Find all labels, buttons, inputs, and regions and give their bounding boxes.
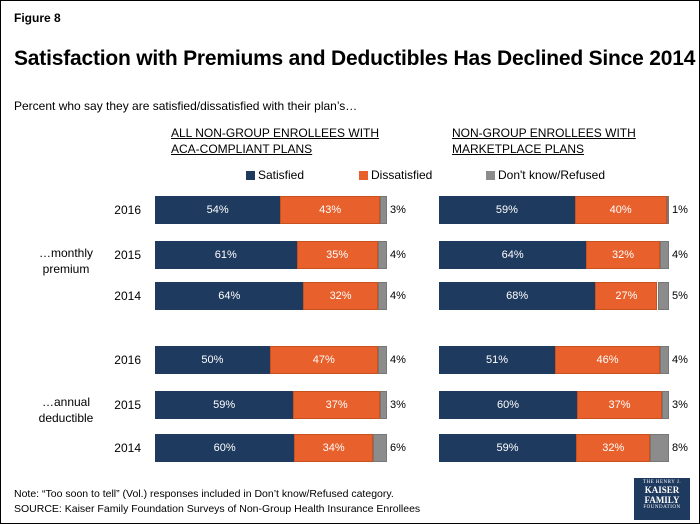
legend-swatch-dissatisfied [359,170,368,180]
label-dontknow-1-1-2016: 4% [672,354,688,366]
label-dontknow-1-0-2015: 4% [672,249,688,261]
year-label-0-2015: 2015 [114,248,141,262]
bar-dissatisfied-1-1-2014: 32% [576,434,651,462]
bar-dontknow-0-0-2014 [377,282,387,310]
kff-logo: THE HENRY J. KAISER FAMILY FOUNDATION [634,478,690,520]
bar-satisfied-1-1-2015: 60% [439,391,577,419]
bar-dontknow-0-1-2016 [377,346,387,374]
bar-satisfied-1-0-2016: 59% [439,196,575,224]
bar-dontknow-1-1-2014 [650,434,669,462]
legend-label-dontknow: Don't know/Refused [498,168,606,182]
bar-satisfied-0-0-2016: 54% [155,196,281,224]
bar-dissatisfied-0-0-2016: 43% [280,196,381,224]
row-label-premium: …monthly premium [38,246,94,276]
label-dontknow-0-0-2014: 4% [390,290,406,302]
bar-dissatisfied-1-1-2016: 46% [555,346,660,374]
bar-dontknow-0-0-2015 [377,241,387,269]
legend-swatch-dontknow [486,170,495,180]
bar-dissatisfied-1-0-2014: 27% [595,282,658,310]
bar-dontknow-0-0-2016 [380,196,387,224]
year-label-1-2015: 2015 [114,398,141,412]
bar-dontknow-0-1-2014 [373,434,387,462]
bar-dissatisfied-1-1-2015: 37% [577,391,663,419]
bar-satisfied-1-1-2014: 59% [439,434,577,462]
label-dontknow-0-0-2015: 4% [390,249,406,261]
year-label-1-2014: 2014 [114,441,141,455]
chart-title: Satisfaction with Premiums and Deductibl… [14,47,696,70]
bar-dontknow-0-1-2015 [379,391,387,419]
year-label-0-2016: 2016 [114,203,141,217]
chart-subtitle: Percent who say they are satisfied/dissa… [14,99,358,113]
bar-dissatisfied-0-1-2015: 37% [293,391,380,419]
panel-title-right: NON-GROUP ENROLLEES WITH MARKETPLACE PLA… [452,126,636,156]
bar-satisfied-1-0-2014: 68% [439,282,596,310]
bar-dissatisfied-0-0-2014: 32% [303,282,378,310]
row-label-deductible: …annual deductible [38,395,94,425]
label-dontknow-1-1-2015: 3% [672,399,688,411]
legend-label-dissatisfied: Dissatisfied [371,168,433,182]
bar-dissatisfied-0-1-2014: 34% [294,434,374,462]
label-dontknow-1-0-2016: 1% [672,204,688,216]
bar-dontknow-1-0-2016 [666,196,669,224]
legend-satisfied: Satisfied [246,168,304,182]
bar-dontknow-1-1-2016 [659,346,669,374]
bar-dontknow-1-0-2014 [657,282,669,310]
bar-satisfied-0-1-2014: 60% [155,434,295,462]
label-dontknow-0-0-2016: 3% [390,204,406,216]
footnote: Note: “Too soon to tell” (Vol.) response… [14,488,394,500]
bar-satisfied-0-1-2015: 59% [155,391,294,419]
bar-dissatisfied-0-0-2015: 35% [296,241,378,269]
legend-dontknow: Don't know/Refused [486,168,605,182]
legend-swatch-satisfied [246,170,255,180]
label-dontknow-1-0-2014: 5% [672,290,688,302]
legend-dissatisfied: Dissatisfied [359,168,432,182]
panel-title-left: ALL NON-GROUP ENROLLEES WITH ACA-COMPLIA… [171,126,380,156]
source-note: SOURCE: Kaiser Family Foundation Surveys… [14,503,421,515]
bar-dontknow-1-0-2015 [659,241,669,269]
label-dontknow-0-1-2016: 4% [390,354,406,366]
bar-satisfied-0-1-2016: 50% [155,346,270,374]
year-label-0-2014: 2014 [114,289,141,303]
bar-satisfied-1-1-2016: 51% [439,346,556,374]
bar-satisfied-1-0-2015: 64% [439,241,587,269]
label-dontknow-0-1-2014: 6% [390,442,406,454]
figure-label: Figure 8 [14,11,61,25]
legend-label-satisfied: Satisfied [258,168,305,182]
bar-dontknow-1-1-2015 [662,391,669,419]
bar-dissatisfied-1-0-2016: 40% [574,196,667,224]
bar-satisfied-0-0-2014: 64% [155,282,304,310]
bar-dissatisfied-1-0-2015: 32% [586,241,660,269]
label-dontknow-1-1-2014: 8% [672,442,688,454]
bar-dissatisfied-0-1-2016: 47% [269,346,378,374]
bar-satisfied-0-0-2015: 61% [155,241,297,269]
year-label-1-2016: 2016 [114,353,141,367]
label-dontknow-0-1-2015: 3% [390,399,406,411]
